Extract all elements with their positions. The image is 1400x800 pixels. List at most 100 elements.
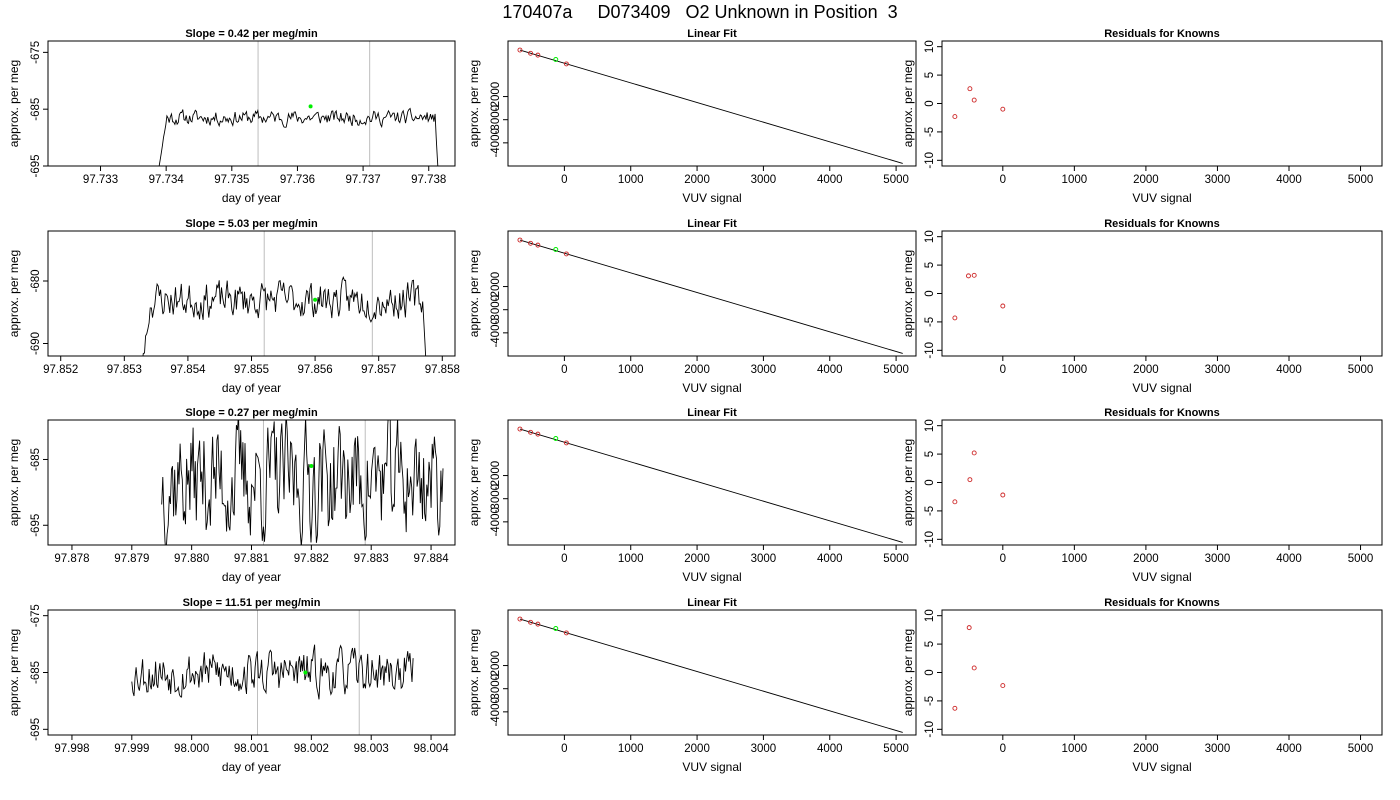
known-point	[563, 630, 569, 636]
known-point	[517, 616, 523, 622]
x-tick-label: 0	[1000, 364, 1006, 376]
x-tick-label: 98.004	[413, 743, 449, 755]
x-tick-label: 97.733	[83, 174, 118, 186]
x-tick-label: 3000	[1205, 364, 1231, 376]
x-tick-label: 4000	[1276, 364, 1302, 376]
x-axis-label: day of year	[222, 191, 281, 205]
y-tick-label: 5	[924, 72, 936, 78]
x-tick-label: 2000	[684, 174, 710, 186]
x-tick-label: 98.000	[174, 743, 209, 755]
y-tick-label: 5	[924, 451, 936, 457]
y-tick-label: -4000	[490, 507, 502, 536]
y-tick-label: 0	[924, 669, 936, 675]
y-tick-label: -10	[924, 152, 936, 169]
chart-panel: Slope = 0.42 per meg/min day of year appro…	[7, 28, 456, 205]
known-point	[952, 315, 958, 321]
known-point	[1000, 106, 1006, 112]
y-tick-label: -10	[924, 531, 936, 548]
x-tick-label: 1000	[618, 743, 644, 755]
highlight-point	[313, 297, 318, 302]
y-tick-label: -3000	[490, 674, 502, 703]
y-axis-label: approx. per meg	[7, 629, 21, 716]
unknown-point	[553, 436, 559, 442]
data-series-line	[158, 107, 439, 166]
known-point	[535, 242, 541, 248]
x-tick-label: 5000	[1348, 364, 1374, 376]
y-tick-label: -695	[30, 154, 42, 177]
y-tick-label: -4000	[490, 697, 502, 726]
chart-panel: Residuals for Knowns VUV signal approx. pe…	[901, 407, 1383, 584]
x-tick-label: 4000	[1276, 553, 1302, 565]
chart-panel: Linear Fit VUV signal approx. per meg 0 1000…	[467, 218, 917, 395]
y-tick-label: -2000	[490, 82, 502, 111]
x-tick-label: 97.853	[107, 364, 142, 376]
chart-panel: Slope = 5.03 per meg/min day of year appro…	[7, 218, 460, 395]
x-tick-label: 4000	[817, 553, 843, 565]
x-axis-label: day of year	[222, 570, 281, 584]
x-tick-label: 2000	[684, 743, 710, 755]
known-point	[517, 237, 523, 243]
known-point	[517, 426, 523, 432]
x-tick-label: 97.738	[411, 174, 446, 186]
x-tick-label: 0	[561, 364, 567, 376]
known-point	[563, 440, 569, 446]
x-tick-label: 4000	[817, 174, 843, 186]
plot-frame	[941, 609, 1383, 736]
x-tick-label: 97.884	[413, 553, 449, 565]
y-tick-label: 5	[924, 262, 936, 268]
data-series-line	[142, 276, 427, 356]
plot-frame	[941, 419, 1383, 546]
x-tick-label: 5000	[1348, 174, 1374, 186]
known-point	[952, 499, 958, 505]
y-tick-label: -10	[924, 342, 936, 359]
chart-title: Residuals for Knowns	[1104, 218, 1220, 230]
page-title: 170407a D073409 O2 Unknown in Position 3	[502, 2, 898, 22]
y-tick-label: -5	[924, 317, 936, 327]
y-axis-label: approx. per meg	[7, 439, 21, 526]
known-point	[535, 431, 541, 437]
known-point	[528, 50, 534, 56]
x-tick-label: 5000	[1348, 553, 1374, 565]
y-axis-label: approx. per meg	[467, 250, 481, 337]
plot-area	[161, 420, 444, 545]
y-tick-label: -690	[30, 332, 42, 355]
chart-title: Residuals for Knowns	[1104, 28, 1220, 40]
plot-area	[952, 86, 1006, 120]
highlight-point	[309, 464, 314, 469]
chart-panel: Residuals for Knowns VUV signal approx. pe…	[901, 218, 1383, 395]
x-tick-label: 98.002	[294, 743, 329, 755]
chart-panel: Linear Fit VUV signal approx. per meg 0 1000…	[467, 597, 917, 774]
chart-panel: Slope = 0.27 per meg/min day of year appro…	[7, 407, 456, 584]
y-tick-label: -5	[924, 506, 936, 516]
y-tick-label: 10	[924, 40, 936, 53]
x-tick-label: 98.003	[354, 743, 389, 755]
y-axis-label: approx. per meg	[7, 250, 21, 337]
x-tick-label: 1000	[618, 174, 644, 186]
y-tick-label: 0	[924, 479, 936, 485]
x-tick-label: 97.735	[214, 174, 249, 186]
known-point	[1000, 303, 1006, 309]
plot-area	[952, 450, 1006, 505]
y-axis-label: approx. per meg	[467, 60, 481, 147]
chart-title: Linear Fit	[687, 407, 737, 419]
known-point	[966, 273, 971, 279]
x-tick-label: 3000	[1205, 174, 1231, 186]
y-tick-label: -5	[924, 127, 936, 137]
plot-frame	[47, 609, 456, 736]
x-tick-label: 97.855	[234, 364, 269, 376]
x-axis-label: VUV signal	[682, 191, 741, 205]
x-tick-label: 97.737	[346, 174, 381, 186]
x-tick-label: 97.880	[174, 553, 209, 565]
y-axis-label: approx. per meg	[901, 250, 915, 337]
chart-title: Residuals for Knowns	[1104, 597, 1220, 609]
unknown-point	[553, 247, 559, 253]
known-point	[563, 251, 569, 257]
unknown-point	[553, 626, 559, 632]
chart-title: Slope = 0.42 per meg/min	[185, 28, 318, 40]
known-point	[528, 619, 534, 625]
unknown-point	[553, 57, 559, 63]
y-axis-label: approx. per meg	[467, 629, 481, 716]
known-point	[966, 625, 972, 631]
plot-frame	[507, 40, 917, 167]
plot-frame	[47, 419, 456, 546]
